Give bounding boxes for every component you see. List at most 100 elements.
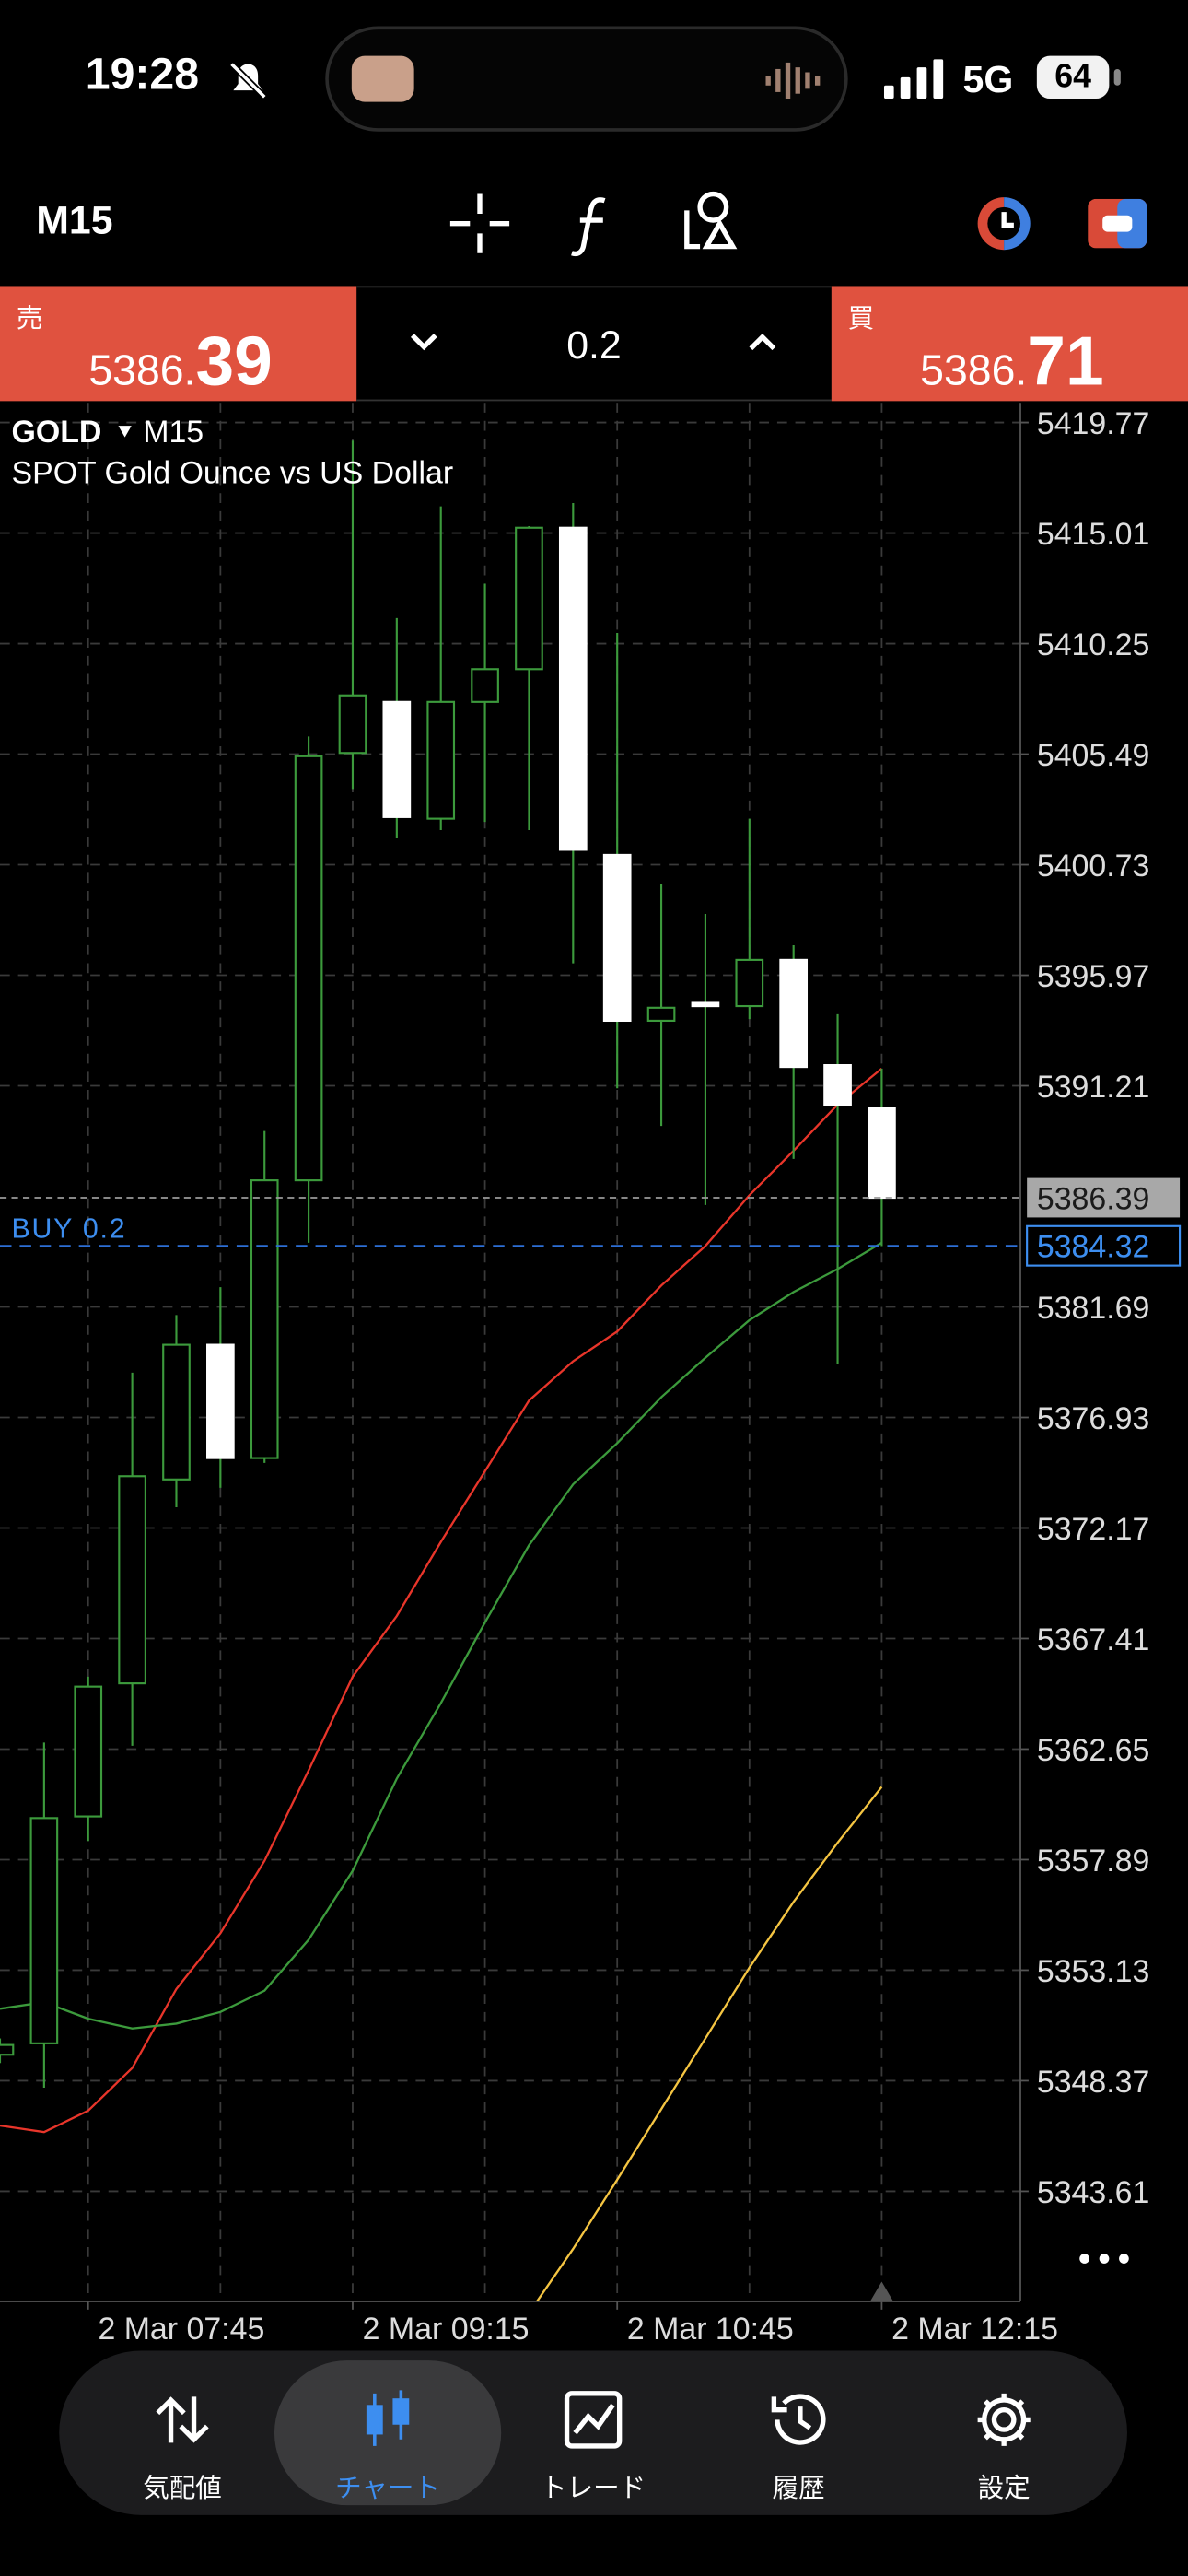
tab[interactable]: チャート bbox=[274, 2360, 502, 2506]
chart: 5419.77 5415.01 5410.25 5405.49 5400.73 5395.… bbox=[0, 403, 1182, 2347]
tab-icon bbox=[366, 2390, 410, 2446]
y-tick-label: 5419.77 bbox=[1037, 406, 1150, 441]
y-tick-label: 5415.01 bbox=[1037, 517, 1150, 552]
y-tick-label: 5372.17 bbox=[1037, 1512, 1150, 1547]
x-tick-label: 2 Mar 10:45 bbox=[627, 2312, 794, 2347]
tab-label: 気配値 bbox=[143, 2476, 222, 2504]
candle-body bbox=[868, 1107, 896, 1200]
moving-average bbox=[535, 1786, 883, 2301]
buy-button[interactable]: 買 5386.71 bbox=[831, 286, 1188, 402]
symbol-description: SPOT Gold Ounce vs US Dollar bbox=[11, 456, 453, 491]
symbol-dropdown[interactable] bbox=[118, 426, 132, 438]
y-tick-label: 5376.93 bbox=[1037, 1401, 1150, 1436]
y-tick-label: 5395.97 bbox=[1037, 959, 1150, 994]
candle-body bbox=[382, 700, 412, 818]
y-tick-label: 5381.69 bbox=[1037, 1291, 1150, 1326]
volume-down[interactable] bbox=[409, 331, 438, 354]
candle-body bbox=[735, 958, 764, 1008]
objects-button[interactable] bbox=[677, 187, 742, 252]
buy-price-main: 5386. bbox=[920, 345, 1028, 395]
status-time: 19:28 bbox=[85, 49, 200, 100]
candle-body bbox=[250, 1179, 279, 1459]
candle-body bbox=[823, 1064, 852, 1107]
signal bbox=[883, 59, 944, 100]
tab-label: トレード bbox=[540, 2476, 646, 2504]
y-tick-label: 5410.25 bbox=[1037, 627, 1150, 662]
candle-body bbox=[294, 755, 323, 1182]
candle-body bbox=[602, 853, 632, 1023]
volume-up[interactable] bbox=[748, 331, 777, 354]
tab-icon bbox=[771, 2394, 826, 2445]
volume-control: 0.2 bbox=[356, 286, 832, 402]
sell-label: 売 bbox=[16, 305, 43, 334]
x-tick-label: 2 Mar 09:15 bbox=[363, 2312, 530, 2347]
network: 5G bbox=[962, 57, 1014, 100]
position-label: BUY 0.2 bbox=[11, 1213, 126, 1244]
symbol: GOLD bbox=[11, 415, 101, 450]
current-bar-marker bbox=[869, 2281, 893, 2301]
candle-body bbox=[29, 1817, 59, 2044]
y-tick-label: 5391.21 bbox=[1037, 1070, 1150, 1105]
tab[interactable]: 気配値 bbox=[69, 2360, 296, 2505]
candle-body bbox=[558, 526, 588, 851]
candle-body bbox=[779, 958, 809, 1069]
candle-body bbox=[338, 694, 367, 755]
trade-button[interactable] bbox=[1088, 198, 1147, 249]
crosshair-button[interactable] bbox=[447, 191, 512, 256]
sell-price-pips: 39 bbox=[195, 322, 273, 400]
moving-average bbox=[0, 1241, 883, 2030]
tab-icon bbox=[564, 2391, 623, 2449]
moving-average bbox=[0, 1067, 883, 2134]
tab-icon bbox=[156, 2396, 209, 2443]
bid-label-box bbox=[1027, 1177, 1181, 1218]
y-tick-label: 5400.73 bbox=[1037, 849, 1150, 884]
volume[interactable]: 0.2 bbox=[566, 323, 622, 369]
candle-body bbox=[426, 700, 456, 820]
buy-label: 買 bbox=[847, 305, 875, 334]
battery: 64 bbox=[1036, 55, 1110, 100]
candle-body bbox=[515, 526, 543, 671]
candle-body bbox=[471, 668, 499, 703]
candle-body bbox=[646, 1006, 676, 1023]
position-label-box bbox=[1026, 1224, 1182, 1267]
tab[interactable]: 履歴 bbox=[685, 2360, 912, 2505]
candle-body bbox=[691, 1001, 720, 1008]
candle-body bbox=[162, 1343, 191, 1481]
tab-icon bbox=[977, 2393, 1031, 2446]
mute-icon bbox=[229, 62, 267, 100]
indicator-button[interactable] bbox=[565, 191, 622, 257]
waveform bbox=[765, 62, 821, 100]
x-tick-label: 2 Mar 12:15 bbox=[891, 2312, 1058, 2347]
sell-button[interactable]: 売 5386.39 bbox=[0, 286, 357, 402]
y-tick-label: 5353.13 bbox=[1037, 1954, 1150, 1989]
timeframe-button[interactable]: M15 bbox=[36, 198, 113, 244]
x-tick-label: 2 Mar 07:45 bbox=[98, 2312, 264, 2347]
y-tick-label: 5367.41 bbox=[1037, 1622, 1150, 1657]
album-art bbox=[351, 55, 414, 102]
bid-label: 5386.39 bbox=[1037, 1182, 1150, 1217]
y-tick-label: 5405.49 bbox=[1037, 738, 1150, 773]
tab[interactable]: トレード bbox=[480, 2360, 706, 2505]
candle-body bbox=[74, 1685, 103, 1818]
clock-button[interactable] bbox=[974, 194, 1033, 253]
y-tick-label: 5357.89 bbox=[1037, 1844, 1150, 1879]
tab-label: チャート bbox=[335, 2476, 441, 2504]
dynamic-island bbox=[325, 26, 848, 132]
y-tick-label: 5343.61 bbox=[1037, 2175, 1150, 2210]
candle-body bbox=[0, 2043, 15, 2056]
buy-price-pips: 71 bbox=[1027, 322, 1104, 400]
tab[interactable]: 設定 bbox=[891, 2360, 1117, 2505]
sell-price-main: 5386. bbox=[88, 345, 196, 395]
tab-label: 設定 bbox=[977, 2476, 1031, 2504]
more-button[interactable] bbox=[1079, 2254, 1129, 2264]
y-tick-label: 5348.37 bbox=[1037, 2065, 1150, 2100]
chart-timeframe: M15 bbox=[143, 415, 204, 450]
tab-label: 履歴 bbox=[772, 2476, 825, 2504]
y-tick-label: 5362.65 bbox=[1037, 1733, 1150, 1768]
candle-body bbox=[206, 1343, 235, 1459]
buy-price: 5386.71 bbox=[920, 322, 1103, 402]
sell-price: 5386.39 bbox=[88, 322, 272, 402]
battery-tip bbox=[1113, 68, 1121, 86]
